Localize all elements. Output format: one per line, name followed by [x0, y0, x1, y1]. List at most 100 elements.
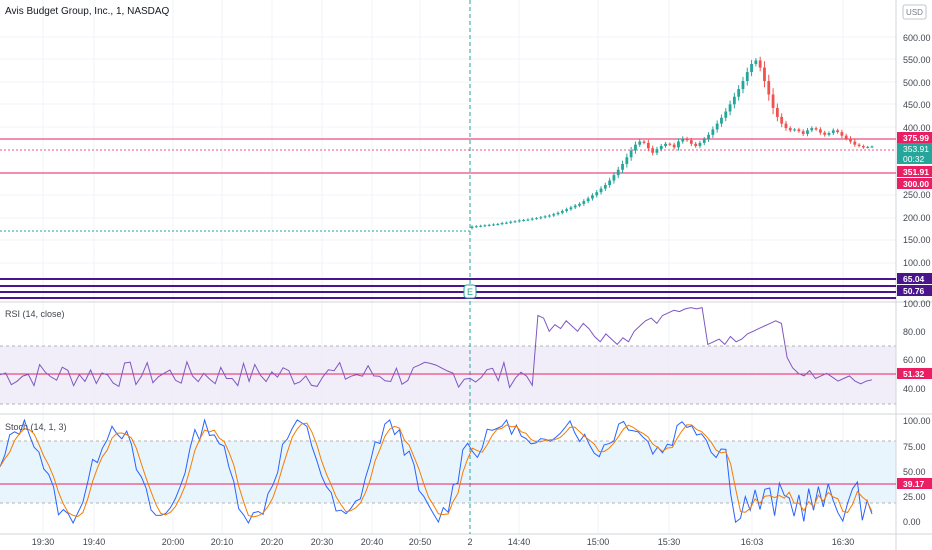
price-axis[interactable]: 600.00 550.00 500.00 450.00 400.00 250.0…: [903, 33, 931, 268]
candle-body: [608, 180, 612, 186]
candle-body: [818, 129, 822, 133]
candle-body: [732, 96, 736, 105]
time-tick: 20:40: [361, 537, 384, 547]
candle-body: [573, 205, 577, 208]
time-tick: 16:03: [741, 537, 764, 547]
candle-body: [664, 143, 667, 147]
candle-body: [823, 132, 827, 135]
candle-body: [763, 67, 766, 82]
time-tick: 20:20: [261, 537, 284, 547]
candle-body: [565, 209, 569, 212]
price-tick: 400.00: [903, 123, 931, 133]
candle-body: [771, 94, 775, 108]
candle-body: [694, 143, 698, 147]
candle-body: [603, 185, 607, 189]
currency-label: USD: [906, 8, 923, 17]
time-tick: 20:50: [409, 537, 432, 547]
earnings-marker[interactable]: E: [463, 284, 477, 299]
candle-body: [535, 218, 538, 220]
stoch-tick: 100.00: [903, 416, 931, 426]
earnings-marker-label: E: [467, 287, 473, 297]
candle-body: [582, 201, 586, 204]
candle-body: [728, 104, 732, 112]
candles: [470, 56, 874, 230]
chart-title: Avis Budget Group, Inc., 1, NASDAQ: [5, 6, 170, 17]
candle-body: [560, 211, 564, 213]
price-tag-65-label: 65.04: [903, 274, 925, 284]
candle-body: [672, 144, 676, 148]
candle-body: [754, 60, 758, 64]
candle-body: [857, 144, 861, 147]
candle-body: [513, 221, 517, 223]
candle-body: [827, 133, 831, 135]
candle-body: [836, 130, 839, 133]
candle-body: [638, 141, 642, 145]
price-tag-351-box: [897, 166, 932, 177]
candle-body: [539, 217, 543, 219]
price-tag-50-label: 50.76: [903, 286, 925, 296]
price-tick: 200.00: [903, 213, 931, 223]
time-tick: 20:30: [311, 537, 334, 547]
candle-body: [758, 60, 762, 68]
candle-body: [668, 143, 672, 145]
bar-countdown-label: 00:32: [903, 154, 925, 164]
candle-body: [556, 212, 560, 215]
time-tick: 19:40: [83, 537, 106, 547]
last-price-tag: 353.91 00:32: [897, 143, 932, 164]
candle-body: [548, 215, 551, 217]
stoch-value-tag-box: [897, 478, 932, 489]
candle-body: [591, 195, 594, 199]
time-tick: 2: [467, 537, 472, 547]
candle-body: [810, 128, 814, 131]
price-tag-50-box: [897, 285, 932, 296]
candle-body: [625, 157, 629, 164]
candle-body: [492, 224, 495, 226]
stoch-value-tag: 39.17: [897, 478, 932, 489]
candle-body: [621, 163, 624, 170]
candle-body: [866, 146, 870, 148]
currency-badge[interactable]: USD: [902, 4, 927, 20]
time-tick: 20:10: [211, 537, 234, 547]
price-tag-300-label: 300.00: [903, 179, 929, 189]
candle-body: [681, 138, 685, 142]
candle-body: [616, 169, 620, 176]
price-tag-300: 300.00: [897, 178, 932, 189]
time-axis[interactable]: 19:30 19:40 20:00 20:10 20:20 20:30 20:4…: [32, 537, 855, 547]
price-tag-300-box: [897, 178, 932, 189]
stoch-axis[interactable]: 100.00 75.00 50.00 25.00 0.00: [903, 416, 931, 527]
rsi-tick: 80.00: [903, 327, 926, 337]
price-tick: 600.00: [903, 33, 931, 43]
candle-body: [853, 141, 857, 145]
candle-body: [543, 216, 547, 218]
time-tick: 15:30: [658, 537, 681, 547]
stoch-band: [0, 441, 896, 503]
candle-body: [724, 111, 728, 118]
candle-body: [659, 146, 663, 150]
candle-body: [707, 134, 710, 140]
candle-body: [861, 146, 865, 148]
rsi-band: [0, 346, 896, 404]
candle-body: [470, 226, 474, 229]
price-tag-375-label: 375.99: [903, 133, 929, 143]
candle-body: [780, 116, 784, 124]
candle-body: [698, 142, 702, 147]
candle-body: [578, 203, 581, 206]
stoch-value-label: 39.17: [903, 479, 925, 489]
candle-body: [849, 138, 852, 142]
candle-body: [844, 135, 848, 139]
time-tick: 15:00: [587, 537, 610, 547]
last-price-label: 353.91: [903, 144, 929, 154]
candle-body: [483, 225, 487, 227]
candle-body: [509, 221, 513, 223]
stoch-tick: 0.00: [903, 517, 921, 527]
stoch-title: Stoch (14, 1, 3): [5, 422, 67, 432]
rsi-axis[interactable]: 100.00 80.00 60.00 40.00: [903, 299, 931, 394]
candle-body: [487, 224, 491, 226]
candle-body: [505, 222, 508, 224]
time-tick: 14:40: [508, 537, 531, 547]
candle-body: [784, 123, 788, 129]
rsi-value-tag-box: [897, 368, 932, 379]
stoch-d-line: [0, 422, 873, 518]
candle-body: [737, 89, 741, 97]
